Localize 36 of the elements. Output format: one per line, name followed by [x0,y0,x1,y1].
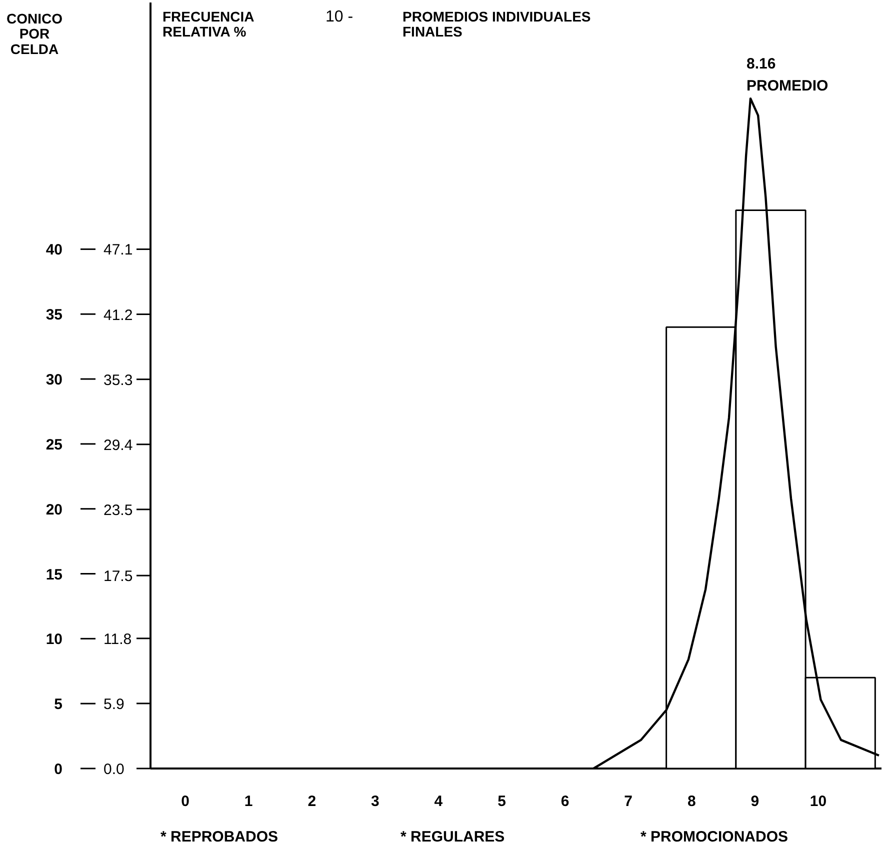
y-axis-title: CONICO POR CELDA [6,10,63,57]
y2-tick-label: 47.1 [104,242,133,259]
y-tick-label: 35 [46,306,63,324]
text: * PROMOCIONADOS [640,828,788,846]
y2-tick-label: 29.4 [104,436,133,454]
y2-tick-label: 11.8 [104,630,132,648]
annotation: 8.16 PROMEDIO [746,55,828,95]
x-tick-label: 4 [434,793,444,810]
y2-tick-label: 41.2 [104,306,133,324]
y-tick-label: 25 [46,436,63,454]
x-tick-label: 10 [810,793,827,810]
y-tick-label: 30 [46,372,63,389]
y-tick-label: 0 [54,761,62,778]
y-tick-label: 40 [46,242,63,259]
x-tick-label: 9 [750,793,760,810]
x-tick-label: 1 [244,793,253,810]
x-tick-label: 6 [560,793,570,810]
y-tick-label: 15 [46,566,63,584]
text: * REGULARES [400,828,505,846]
x-tick-label: 3 [371,793,380,810]
y-tick-label: 20 [46,501,63,518]
y2-tick-label: 35.3 [104,372,133,389]
y-tick-label: 5 [54,696,62,714]
x-tick-label: 0 [181,793,190,810]
x-tick-label: 2 [308,793,316,810]
chart-title: 10 - PROMEDIOS INDIVIDUALES FINALES [326,8,591,40]
x-tick-label: 5 [498,793,506,810]
y2-axis-title: FRECUENCIA RELATIVA % [162,8,254,40]
text: * REPROBADOS [160,828,278,846]
x-tick-label: 8 [687,793,696,810]
y2-tick-label: 17.5 [104,568,133,586]
x-tick-label: 7 [624,793,633,810]
y-tick-label: 10 [46,631,63,648]
y2-tick-label: 5.9 [104,696,124,713]
y2-tick-label: 0.0 [104,761,124,778]
y2-tick-label: 23.5 [104,502,133,519]
